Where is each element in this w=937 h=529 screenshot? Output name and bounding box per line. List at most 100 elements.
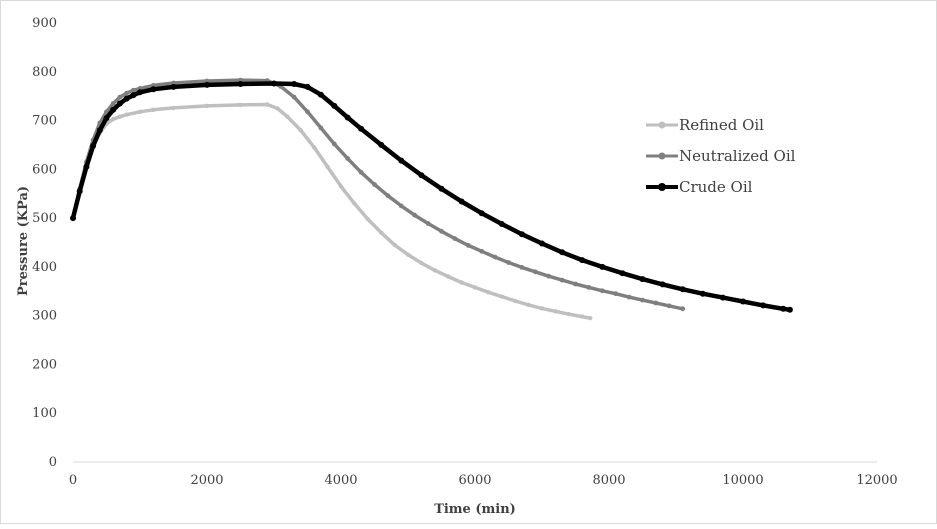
data-point — [124, 112, 129, 117]
data-point — [110, 101, 116, 106]
data-point — [137, 109, 143, 115]
legend-label: Refined Oil — [679, 116, 764, 134]
y-tick-label: 200 — [32, 357, 57, 372]
data-point — [331, 141, 337, 147]
data-point — [70, 215, 76, 222]
data-point — [204, 81, 210, 88]
data-point — [640, 297, 645, 303]
data-point — [478, 210, 485, 217]
data-point — [498, 221, 505, 227]
data-point — [298, 128, 303, 133]
data-point — [398, 157, 405, 164]
data-point — [123, 95, 130, 102]
data-point — [405, 252, 411, 257]
data-point — [358, 125, 365, 132]
y-tick-label: 800 — [32, 65, 57, 80]
data-point — [344, 114, 351, 121]
data-point — [458, 198, 465, 205]
data-point — [680, 306, 686, 312]
data-point — [553, 309, 558, 314]
x-tick-label: 8000 — [592, 473, 625, 488]
legend-item: Crude Oil — [646, 178, 753, 196]
legend-swatch-marker — [658, 183, 666, 191]
data-point — [532, 269, 538, 275]
data-point — [613, 291, 619, 297]
data-point — [90, 142, 97, 149]
data-point — [465, 243, 471, 248]
data-point — [439, 228, 444, 234]
y-tick-label: 400 — [32, 260, 57, 275]
data-point — [237, 81, 244, 87]
data-point — [124, 90, 129, 96]
data-point — [291, 94, 297, 100]
legend-label: Crude Oil — [679, 178, 753, 196]
data-point — [573, 281, 578, 287]
data-point — [312, 145, 317, 150]
data-point — [352, 201, 357, 206]
data-point — [238, 102, 243, 108]
y-tick-label: 0 — [49, 455, 57, 470]
data-point — [760, 302, 767, 309]
data-point — [104, 109, 109, 115]
data-point — [438, 185, 445, 192]
data-point — [588, 315, 593, 321]
data-point — [518, 231, 525, 238]
data-point — [116, 100, 123, 107]
series-neutralized-oil — [70, 77, 686, 312]
data-point — [559, 277, 565, 283]
data-point — [546, 273, 552, 279]
y-axis-ticks: 0 100 200 300 400 500 600 700 800 900 — [32, 16, 57, 470]
data-point — [398, 203, 404, 209]
data-point — [385, 193, 391, 199]
x-tick-label: 6000 — [458, 473, 491, 488]
data-point — [653, 300, 659, 306]
data-point — [170, 83, 177, 90]
data-point — [519, 265, 525, 270]
data-point — [446, 274, 451, 279]
data-point — [150, 86, 157, 93]
data-point — [479, 248, 485, 254]
data-point — [130, 92, 137, 99]
x-tick-label: 4000 — [324, 473, 357, 488]
data-point — [526, 302, 531, 308]
data-point — [472, 285, 478, 290]
data-point — [740, 298, 746, 305]
data-point — [419, 260, 424, 266]
data-point — [666, 303, 672, 309]
y-tick-label: 700 — [32, 114, 57, 129]
data-point — [412, 212, 418, 218]
data-point — [76, 188, 83, 195]
legend-swatch-marker — [658, 121, 666, 129]
data-point — [378, 141, 385, 148]
data-point — [639, 276, 646, 283]
data-point — [96, 127, 103, 134]
data-point — [699, 290, 706, 297]
data-point — [338, 184, 344, 189]
y-axis-title: Pressure (KPa) — [16, 186, 31, 296]
data-point — [566, 312, 571, 317]
data-point — [452, 236, 458, 242]
data-point — [304, 83, 311, 90]
data-point — [358, 169, 364, 175]
x-axis-ticks: 0 2000 4000 6000 8000 10000 12000 — [69, 473, 898, 488]
data-point — [318, 125, 324, 131]
x-tick-label: 12000 — [856, 473, 897, 488]
x-tick-label: 2000 — [190, 473, 223, 488]
data-point — [559, 249, 566, 256]
x-tick-label: 10000 — [722, 473, 763, 488]
data-point — [103, 115, 110, 122]
data-point — [379, 230, 384, 235]
data-point — [372, 182, 377, 187]
legend-label: Neutralized Oil — [679, 147, 796, 165]
data-point — [151, 107, 156, 113]
series-layer — [70, 77, 793, 321]
data-point — [117, 114, 123, 119]
data-point — [117, 94, 123, 100]
x-axis-title: Time (min) — [434, 502, 516, 517]
data-point — [492, 254, 498, 260]
legend-item: Refined Oil — [646, 116, 764, 134]
data-point — [204, 103, 210, 109]
data-point — [418, 172, 425, 179]
